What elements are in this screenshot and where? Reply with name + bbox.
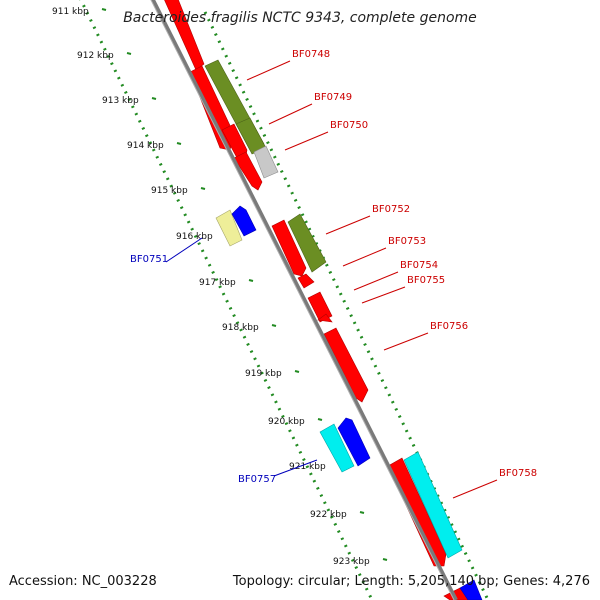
ruler-tick-label: 913 kbp (102, 96, 139, 106)
gene-label: BF0753 (388, 236, 426, 247)
gene-arrow (387, 457, 447, 567)
gene-label: BF0755 (407, 275, 445, 286)
gene-arrow (253, 145, 279, 179)
gene-label-leader (361, 286, 406, 304)
gene-label: BF0749 (314, 92, 352, 103)
gene-arrow (403, 451, 463, 559)
ruler-tick-label: 920 kbp (268, 417, 305, 427)
gene-body (317, 313, 333, 323)
gene-body (319, 423, 355, 473)
gene-arrow (215, 209, 243, 247)
ruler-tick-mark (271, 324, 277, 327)
ruler-tick-label: 911 kbp (52, 7, 89, 17)
gene-body (443, 587, 471, 600)
ruler-tick-label: 917 kbp (199, 278, 236, 288)
ruler-tick-label: 921 kbp (289, 462, 326, 472)
gene-label-leader (246, 60, 291, 81)
gene-arrow (287, 213, 327, 273)
gene-label-leader (268, 103, 313, 125)
genes-layer (164, 0, 483, 600)
topology-summary: Topology: circular; Length: 5,205,140 bp… (232, 574, 590, 589)
ruler-tick-mark (248, 279, 254, 282)
gene-body (287, 213, 327, 273)
labels-layer: BF0748 BF0749 BF0750 BF0752 BF0753 BF0754 BF07… (130, 49, 537, 499)
gene-label-leader (284, 131, 329, 151)
gene-label: BF0757 (238, 474, 276, 485)
gene-arrow (271, 219, 307, 277)
ruler-tick-mark (151, 97, 157, 100)
genome-backbone-highlight (150, 0, 455, 600)
gene-body (297, 273, 315, 289)
gene-arrow (297, 273, 315, 289)
gene-label: BF0758 (499, 468, 537, 479)
genome-backbone (150, 0, 458, 600)
gene-body (459, 579, 483, 600)
ruler-tick-label: 918 kbp (222, 323, 259, 333)
ruler-tick-label: 915 kbp (151, 186, 188, 196)
gene-label: BF0754 (400, 260, 438, 271)
gene-body (253, 145, 279, 179)
gene-body (323, 327, 369, 403)
genome-title: Bacteroides fragilis NCTC 9343, complete… (123, 10, 477, 26)
accession-label: Accession: NC_003228 (9, 574, 157, 589)
gene-label-leader (383, 332, 429, 351)
gene-label: BF0750 (330, 120, 368, 131)
gene-label-leader (273, 459, 318, 477)
ruler-tick-label: 916 kbp (176, 232, 213, 242)
ruler-tick-mark (200, 187, 206, 190)
gene-label-leader (452, 479, 498, 499)
gene-arrow (233, 151, 263, 191)
ruler-tick-mark (359, 511, 365, 514)
ruler-tick-label: 914 kbp (127, 141, 164, 151)
gene-body (164, 0, 205, 71)
gene-body (233, 151, 263, 191)
ruler-tick-mark (126, 52, 132, 55)
gene-label: BF0752 (372, 204, 410, 215)
ruler-tick-mark (317, 418, 323, 421)
gene-label: BF0748 (292, 49, 330, 60)
ruler-tick-label: 912 kbp (77, 51, 114, 61)
gene-label-leader (342, 247, 387, 267)
ruler-tick-label: 923 kbp (333, 557, 370, 567)
ruler-tick-label: 922 kbp (310, 510, 347, 520)
ruler-tick-label: 919 kbp (245, 369, 282, 379)
ruler-tick-mark (294, 370, 300, 373)
gene-body (231, 205, 257, 237)
backbone-layer (150, 0, 458, 600)
gene-label: BF0756 (430, 321, 468, 332)
ruler-tick-mark (382, 558, 388, 561)
gene-arrow (164, 0, 205, 71)
gene-body (271, 219, 307, 277)
gene-label-leader (165, 237, 203, 263)
ruler-tick-mark (176, 142, 182, 145)
ruler-tick-mark (101, 8, 107, 11)
gene-arrow (459, 579, 483, 600)
gene-arrow (231, 205, 257, 237)
gene-arrow (323, 327, 369, 403)
gene-body (403, 451, 463, 559)
gene-body (387, 457, 447, 567)
gene-label-leader (353, 271, 399, 291)
gene-arrow (443, 587, 471, 600)
gene-body (337, 417, 371, 467)
ruler-layer: 911 kbp 912 kbp 913 kbp 914 kbp 915 kbp 916 k… (52, 0, 490, 600)
gene-label: BF0751 (130, 254, 168, 265)
gene-body (215, 209, 243, 247)
gene-arrow (319, 423, 355, 473)
gene-arrow (317, 313, 333, 323)
gene-label-leader (325, 215, 371, 235)
gene-arrow (337, 417, 371, 467)
